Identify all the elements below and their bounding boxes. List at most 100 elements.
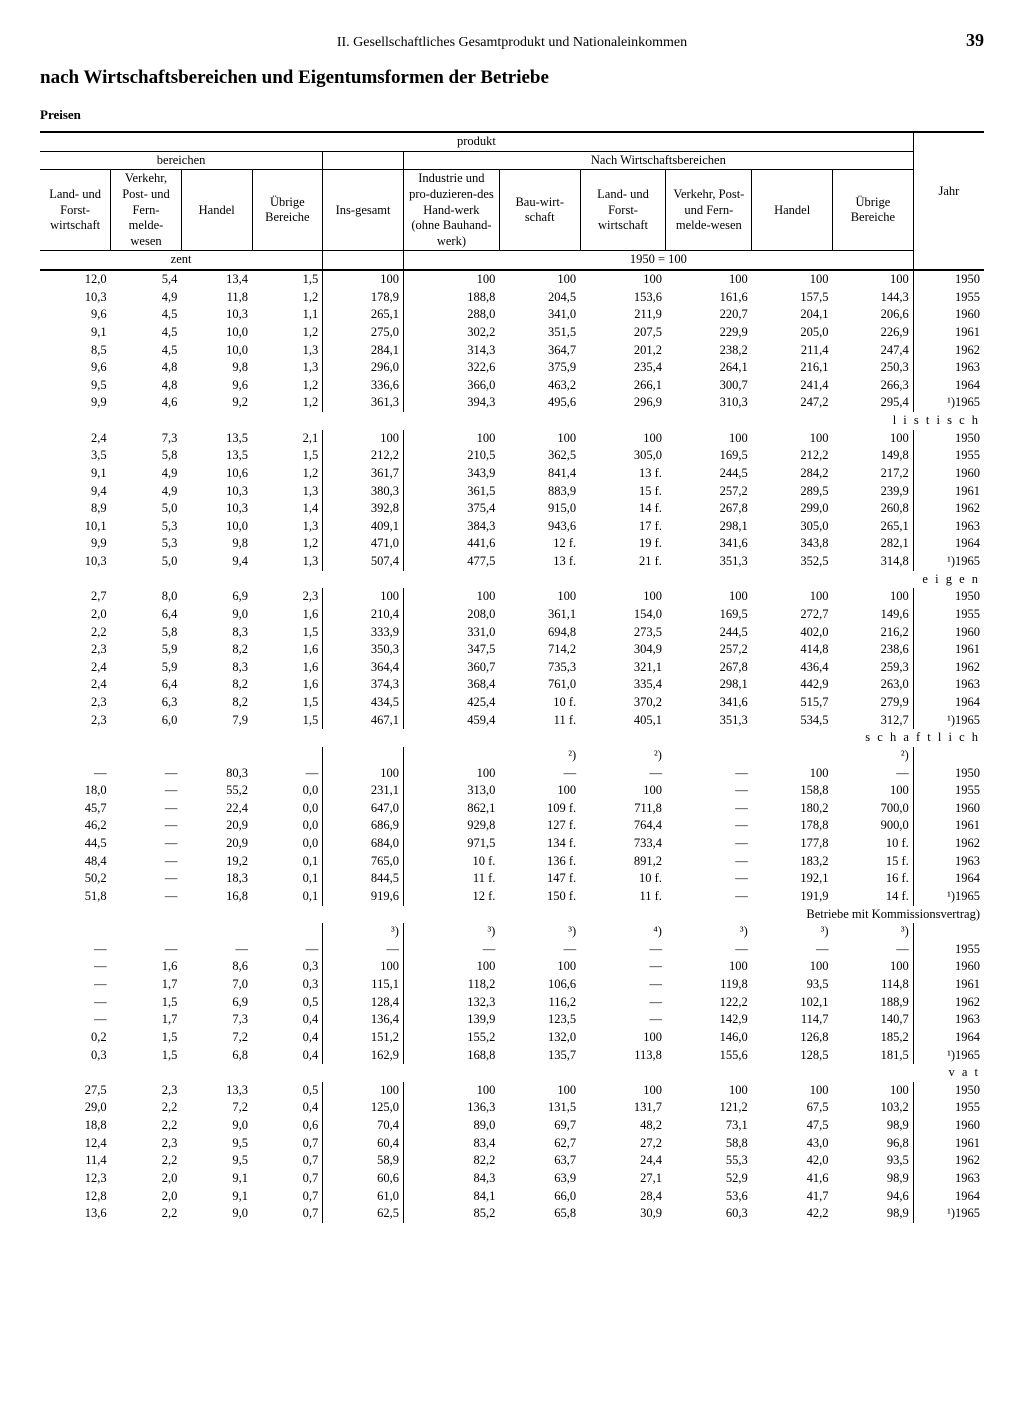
table-row: 12,82,09,10,761,084,166,028,453,641,794,…	[40, 1188, 984, 1206]
footnote-marker	[403, 747, 499, 765]
data-cell: 8,2	[181, 694, 252, 712]
footnote-marker: ³)	[666, 923, 752, 941]
data-cell: 266,3	[833, 377, 914, 395]
data-cell: 180,2	[752, 800, 833, 818]
right-span-label: Nach Wirtschaftsbereichen	[403, 151, 913, 170]
data-cell: 534,5	[752, 712, 833, 730]
data-cell: 84,3	[403, 1170, 499, 1188]
data-cell: 18,0	[40, 782, 111, 800]
table-row: 29,02,27,20,4125,0136,3131,5131,7121,267…	[40, 1099, 984, 1117]
data-cell: 10 f.	[403, 853, 499, 871]
table-row: 9,14,910,61,2361,7343,9841,413 f.244,528…	[40, 465, 984, 483]
data-cell: 9,6	[40, 306, 111, 324]
data-cell: —	[40, 976, 111, 994]
data-cell: 100	[580, 271, 666, 289]
data-cell: 11,4	[40, 1152, 111, 1170]
data-cell: 51,8	[40, 888, 111, 906]
data-cell: 208,0	[403, 606, 499, 624]
data-cell: 177,8	[752, 835, 833, 853]
data-cell: 5,8	[111, 447, 182, 465]
data-cell: 27,1	[580, 1170, 666, 1188]
data-cell: 5,4	[111, 271, 182, 289]
data-cell: 45,7	[40, 800, 111, 818]
data-cell: 149,8	[833, 447, 914, 465]
data-cell: 210,4	[323, 606, 404, 624]
data-cell: 2,1	[252, 430, 323, 448]
data-cell: 50,2	[40, 870, 111, 888]
table-row: ———————————1955	[40, 941, 984, 959]
data-cell: 100	[833, 430, 914, 448]
data-cell: —	[666, 835, 752, 853]
table-row: —1,77,30,4136,4139,9123,5—142,9114,7140,…	[40, 1011, 984, 1029]
data-cell: 168,8	[403, 1047, 499, 1065]
section-label: s c h a f t l i c h	[40, 729, 984, 747]
data-cell: 471,0	[323, 535, 404, 553]
col-head-3: Handel	[181, 170, 252, 251]
col-head-9: Verkehr, Post- und Fern-melde-wesen	[666, 170, 752, 251]
data-cell: 1,2	[252, 377, 323, 395]
data-cell: —	[40, 1011, 111, 1029]
data-cell: 267,8	[666, 659, 752, 677]
data-cell: 55,2	[181, 782, 252, 800]
data-cell: 0,0	[252, 800, 323, 818]
data-cell: 289,5	[752, 483, 833, 501]
data-cell: 351,3	[666, 712, 752, 730]
data-cell: 94,6	[833, 1188, 914, 1206]
data-cell: —	[40, 958, 111, 976]
data-cell: 238,2	[666, 342, 752, 360]
data-cell: 267,8	[666, 500, 752, 518]
data-cell: 100	[499, 588, 580, 606]
data-cell: 314,3	[403, 342, 499, 360]
data-cell: 135,7	[499, 1047, 580, 1065]
data-cell: 515,7	[752, 694, 833, 712]
data-cell: 8,2	[181, 641, 252, 659]
year-cell: 1963	[913, 518, 984, 536]
data-cell: 1,7	[111, 976, 182, 994]
footnote-marker	[252, 923, 323, 941]
table-row: 2,78,06,92,31001001001001001001001950	[40, 588, 984, 606]
data-cell: —	[403, 941, 499, 959]
data-cell: 6,9	[181, 588, 252, 606]
data-cell: 43,0	[752, 1135, 833, 1153]
data-cell: 8,3	[181, 659, 252, 677]
year-cell: 1961	[913, 1135, 984, 1153]
data-cell: 100	[666, 958, 752, 976]
table-row: 2,47,313,52,11001001001001001001001950	[40, 430, 984, 448]
data-cell: 60,6	[323, 1170, 404, 1188]
data-cell: 366,0	[403, 377, 499, 395]
data-cell: 100	[833, 588, 914, 606]
data-cell: 15 f.	[833, 853, 914, 871]
data-cell: 15 f.	[580, 483, 666, 501]
data-cell: 9,1	[181, 1188, 252, 1206]
data-cell: 6,0	[111, 712, 182, 730]
year-cell: 1962	[913, 1152, 984, 1170]
col-head-7: Bau-wirt-schaft	[499, 170, 580, 251]
data-cell: 100	[666, 1082, 752, 1100]
footnote-marker: ²)	[499, 747, 580, 765]
data-cell: —	[666, 870, 752, 888]
data-cell: 288,0	[403, 306, 499, 324]
data-cell: 2,3	[252, 588, 323, 606]
data-cell: 134 f.	[499, 835, 580, 853]
data-cell: 302,2	[403, 324, 499, 342]
data-cell: 9,6	[181, 377, 252, 395]
data-cell: 30,9	[580, 1205, 666, 1223]
data-cell: 125,0	[323, 1099, 404, 1117]
data-cell: 4,5	[111, 342, 182, 360]
data-cell: 100	[323, 588, 404, 606]
data-cell: 204,1	[752, 306, 833, 324]
data-cell: 1,6	[252, 641, 323, 659]
data-cell: 103,2	[833, 1099, 914, 1117]
data-cell: 6,9	[181, 994, 252, 1012]
year-cell: 1960	[913, 624, 984, 642]
data-cell: 1,6	[252, 676, 323, 694]
data-cell: 98,9	[833, 1117, 914, 1135]
data-cell: 284,1	[323, 342, 404, 360]
data-cell: 341,6	[666, 694, 752, 712]
data-cell: 10,3	[40, 553, 111, 571]
data-cell: 361,1	[499, 606, 580, 624]
data-cell: 4,8	[111, 359, 182, 377]
data-cell: 244,5	[666, 624, 752, 642]
data-cell: 8,9	[40, 500, 111, 518]
data-cell: 151,2	[323, 1029, 404, 1047]
